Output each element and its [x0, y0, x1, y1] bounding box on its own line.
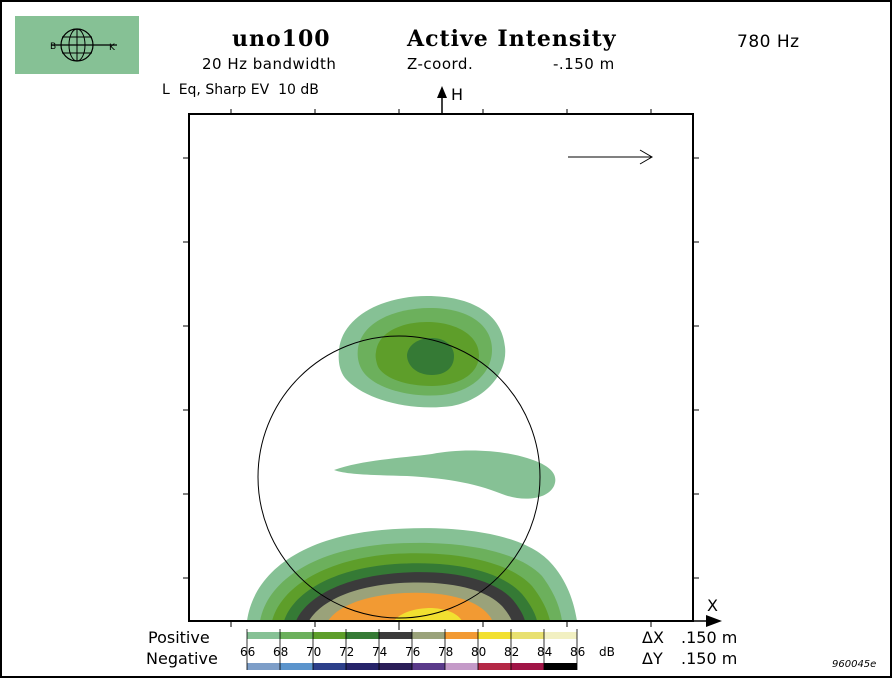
legend-level-76: 76 [405, 645, 420, 659]
legend-positive-swatch [445, 632, 478, 639]
top-ticks [230, 109, 652, 114]
coord-value: -.150 m [553, 55, 615, 73]
contour-layers [247, 296, 577, 621]
legend-positive-swatch [313, 632, 346, 639]
reference-circle [257, 335, 541, 619]
dy-value: .150 m [681, 649, 737, 668]
right-ticks [693, 157, 699, 579]
legend-level-86: 86 [570, 645, 585, 659]
legend-negative-swatch [511, 663, 544, 670]
legend-unit: dB [599, 645, 615, 659]
legend-negative-swatch [544, 663, 577, 670]
legend-negative-swatch [313, 663, 346, 670]
legend-positive-swatch [412, 632, 445, 639]
dx-value: .150 m [681, 628, 737, 647]
legend-level-66: 66 [240, 645, 255, 659]
dx-label: ΔX [642, 628, 664, 647]
bottom-ticks [230, 621, 652, 627]
legend-positive-swatch [478, 632, 511, 639]
contour-74-upper [407, 338, 454, 375]
dy-label: ΔY [642, 649, 663, 668]
legend-level-80: 80 [471, 645, 486, 659]
color-legend: 66 68 70 72 74 76 78 80 82 84 86 [240, 629, 585, 670]
quantity-title: Active Intensity [407, 26, 617, 52]
plot-frame [188, 113, 694, 622]
logo-letter-b: B [50, 42, 56, 52]
frequency-label: 780 Hz [737, 32, 800, 52]
measurement-name: uno100 [232, 26, 331, 52]
legend-level-72: 72 [339, 645, 354, 659]
legend-positive-swatch [247, 632, 280, 639]
legend-level-68: 68 [273, 645, 288, 659]
contour-66-middle [334, 450, 556, 499]
legend-positive-swatch [511, 632, 544, 639]
bk-logo: B K [15, 16, 139, 74]
legend-negative-swatch [445, 663, 478, 670]
h-axis-label: H [451, 85, 463, 104]
legend-negative-swatch [280, 663, 313, 670]
left-ticks [183, 157, 189, 579]
globe-icon: B K [50, 28, 117, 62]
x-axis-label: X [707, 596, 718, 615]
negative-label: Negative [146, 649, 218, 668]
bandwidth-label: 20 Hz bandwidth [202, 55, 337, 73]
legend-level-78: 78 [438, 645, 453, 659]
legend-positive-swatch [280, 632, 313, 639]
level-note: L Eq, Sharp EV 10 dB [162, 82, 319, 98]
h-axis-arrowhead [437, 86, 447, 98]
legend-level-74: 74 [372, 645, 387, 659]
positive-label: Positive [148, 628, 210, 647]
legend-level-82: 82 [504, 645, 519, 659]
legend-level-84: 84 [537, 645, 552, 659]
legend-negative-swatch [346, 663, 379, 670]
coord-label: Z-coord. [407, 55, 474, 73]
legend-positive-swatch [346, 632, 379, 639]
legend-negative-swatch [412, 663, 445, 670]
legend-positive-swatch [544, 632, 577, 639]
legend-level-70: 70 [306, 645, 321, 659]
legend-negative-swatch [247, 663, 280, 670]
direction-arrow-head [639, 149, 653, 165]
legend-negative-swatch [478, 663, 511, 670]
figure-id: 960045e [832, 659, 876, 670]
x-axis-arrowhead [706, 615, 722, 627]
legend-positive-swatch [379, 632, 412, 639]
logo-letter-k: K [109, 43, 116, 53]
legend-negative-swatch [379, 663, 412, 670]
